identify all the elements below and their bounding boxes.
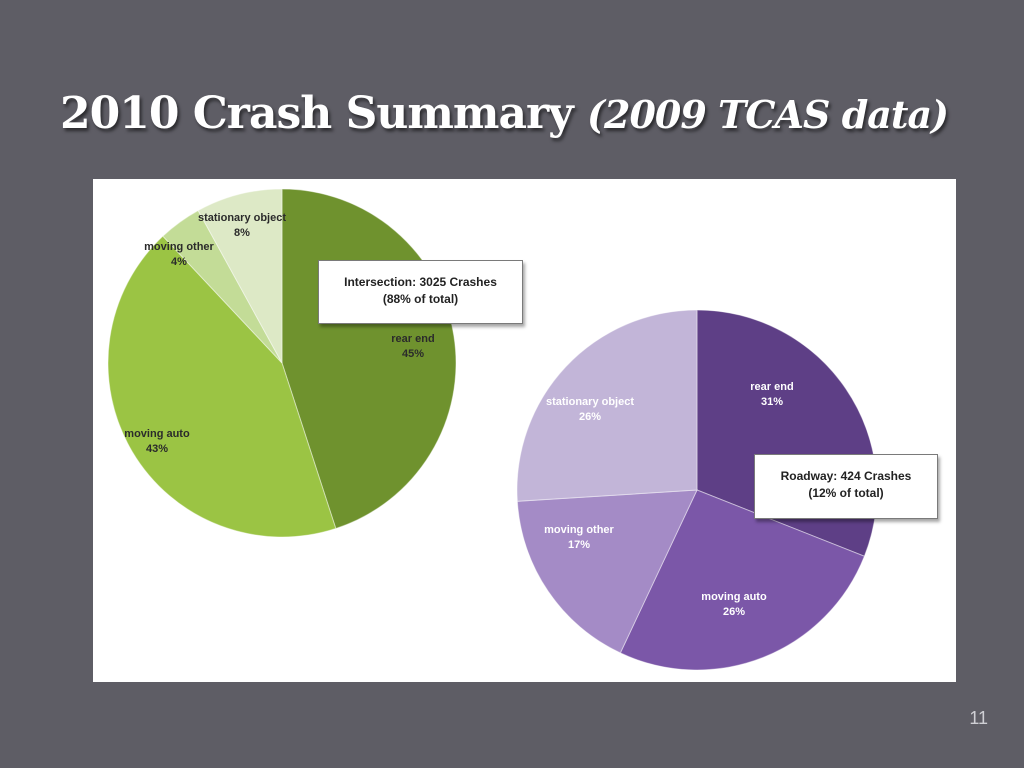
roadway-callout-title: Roadway: 424 Crashes: [780, 469, 912, 483]
intersection-callout-title: Intersection: 3025 Crashes: [344, 275, 497, 289]
roadway-label-moving-auto: moving auto: [701, 591, 767, 603]
pie-roadway: rear end 31% moving auto 26% moving other 17%…: [516, 309, 878, 671]
roadway-value-moving-other: 17%: [568, 539, 590, 551]
roadway-callout: Roadway: 424 Crashes (12% of total): [754, 454, 938, 519]
intersection-callout-subtitle: (88% of total): [382, 292, 459, 306]
slide-title: 2010 Crash Summary (2009 TCAS data): [60, 88, 949, 139]
intersection-value-moving-other: 4%: [171, 256, 187, 268]
roadway-value-stationary-object: 26%: [579, 411, 601, 423]
page-number: 11: [969, 708, 988, 728]
intersection-callout: Intersection: 3025 Crashes (88% of total…: [318, 260, 523, 324]
intersection-value-moving-auto: 43%: [146, 443, 168, 455]
roadway-label-moving-other: moving other: [544, 524, 614, 536]
roadway-label-rear-end: rear end: [750, 381, 793, 393]
chart-panel: rear end 45% moving auto 43% moving other 4% s…: [93, 179, 956, 682]
title-main: 2010 Crash Summary: [60, 88, 574, 139]
roadway-value-rear-end: 31%: [761, 396, 783, 408]
intersection-slice-stationary-object: [197, 188, 283, 364]
intersection-value-stationary-object: 8%: [234, 227, 250, 239]
roadway-value-moving-auto: 26%: [723, 606, 745, 618]
intersection-value-rear-end: 45%: [402, 348, 424, 360]
pie-charts: rear end 45% moving auto 43% moving other 4% s…: [107, 188, 878, 671]
intersection-slice-moving-other: [162, 209, 283, 364]
pie-intersection: rear end 45% moving auto 43% moving other 4% s…: [107, 188, 457, 538]
title-subtitle: (2009 TCAS data): [587, 92, 949, 137]
roadway-slice-moving-auto: [619, 489, 866, 671]
intersection-label-moving-other: moving other: [144, 241, 214, 253]
intersection-slice-moving-auto: [107, 235, 337, 538]
roadway-slice-stationary-object: [516, 309, 698, 502]
intersection-label-rear-end: rear end: [391, 333, 434, 345]
roadway-callout-subtitle: (12% of total): [808, 486, 884, 500]
roadway-slice-moving-other: [516, 489, 698, 654]
intersection-label-moving-auto: moving auto: [124, 428, 190, 440]
intersection-label-stationary-object: stationary object: [198, 212, 286, 224]
roadway-label-stationary-object: stationary object: [546, 396, 634, 408]
